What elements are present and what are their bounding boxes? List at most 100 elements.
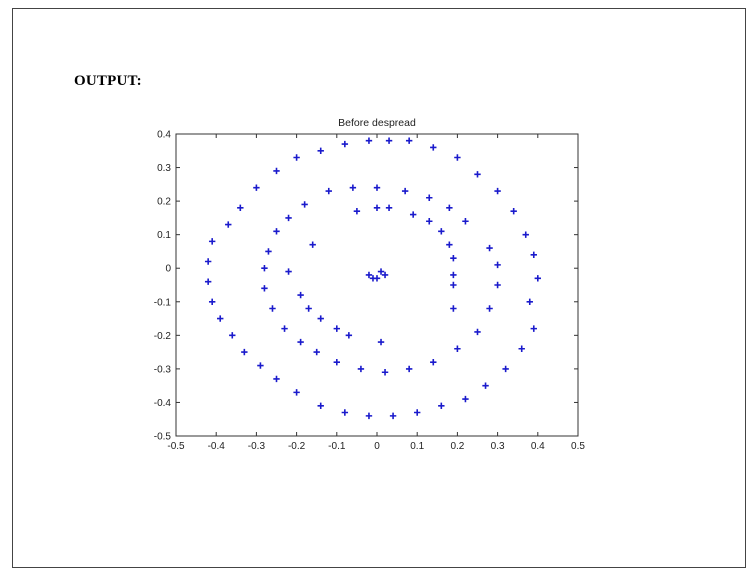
x-tick-label: -0.2 [288,441,306,452]
scatter-point [430,144,437,151]
scatter-point [317,315,324,322]
scatter-point [414,409,421,416]
scatter-point [530,325,537,332]
scatter-point [297,338,304,346]
scatter-point [285,214,292,222]
scatter-point [409,211,417,218]
scatter-point [217,315,224,322]
scatter-point [333,325,340,332]
scatter-point [385,204,393,212]
scatter-point [208,238,216,245]
y-tick-label: 0.3 [157,163,171,174]
y-tick-label: -0.1 [154,297,172,308]
scatter-point [265,248,272,255]
scatter-point [293,154,300,161]
x-tick-label: 0.4 [531,441,545,452]
scatter-point [494,281,501,289]
scatter-point [293,389,300,396]
scatter-point [462,395,469,403]
x-tick-label: -0.5 [167,441,185,452]
scatter-point [450,271,457,279]
scatter-point [377,268,385,275]
scatter-point [530,251,537,258]
scatter-point [446,204,453,212]
scatter-point [430,358,437,366]
scatter-point [450,305,457,312]
scatter-point [309,241,316,248]
data-points [204,137,541,420]
scatter-point [438,402,445,409]
y-tick-label: 0.1 [157,230,171,241]
scatter-point [253,184,260,191]
scatter-point [522,231,529,238]
scatter-chart: Before despread -0.5 -0.4 -0.3 -0.2 -0.1 0 0.1… [154,117,586,453]
x-tick-label: -0.1 [328,441,346,452]
scatter-point [369,275,377,282]
scatter-point [225,221,232,228]
scatter-point [345,332,353,339]
scatter-point [204,258,212,265]
scatter-point [494,187,501,195]
scatter-point [237,204,244,212]
scatter-point [450,281,457,289]
scatter-point [438,228,445,235]
x-tick-label: 0 [374,441,380,452]
scatter-point [257,362,264,369]
y-tick-label: 0 [165,264,171,275]
scatter-point [454,154,461,161]
scatter-point [313,348,320,356]
scatter-point [241,348,248,356]
y-tick-label: 0.4 [157,130,171,141]
scatter-point [381,369,389,376]
scatter-point [273,228,280,235]
scatter-point [273,167,280,175]
scatter-point [301,201,308,208]
scatter-point [389,412,397,420]
y-tick-label: -0.5 [154,432,172,443]
scatter-point [204,278,212,285]
scatter-point [454,345,461,352]
output-heading: OUTPUT: [74,73,142,89]
y-tick-label: 0.2 [157,197,171,208]
scatter-point [486,244,493,252]
scatter-point [325,187,332,195]
x-tick-label: 0.3 [491,441,505,452]
scatter-point [462,218,469,225]
scatter-point [281,325,288,332]
x-tick-label: 0.1 [410,441,424,452]
scatter-point [357,365,365,373]
scatter-point [381,271,389,279]
scatter-point [297,291,304,299]
scatter-point [385,137,393,144]
scatter-point [349,184,357,191]
scatter-point [373,184,381,191]
scatter-point [518,345,525,352]
scatter-point [261,265,268,272]
scatter-point [405,365,413,373]
scatter-point [426,218,433,225]
plot-area [175,133,579,437]
scatter-point [208,298,216,305]
x-tick-label: 0.2 [450,441,464,452]
scatter-point [365,412,373,420]
scatter-point [482,382,489,389]
scatter-point [377,338,385,346]
scatter-point [426,194,433,201]
scatter-point [474,171,481,178]
scatter-point [494,261,501,269]
scatter-point [333,358,340,366]
scatter-point [450,254,457,262]
scatter-point [474,328,481,336]
scatter-point [446,241,453,248]
scatter-point [353,207,361,215]
scatter-point [401,187,409,195]
scatter-point [317,402,324,409]
scatter-point [229,332,236,339]
scatter-point [405,137,413,144]
scatter-point [534,275,541,282]
scatter-point [373,204,381,212]
axis-ticks: -0.5 -0.4 -0.3 -0.2 -0.1 0 0.1 0.2 0.3 0.4 0.5 -0.5… [154,130,586,453]
scatter-point [341,140,349,148]
scatter-point [317,147,324,154]
chart-title: Before despread [338,117,416,129]
